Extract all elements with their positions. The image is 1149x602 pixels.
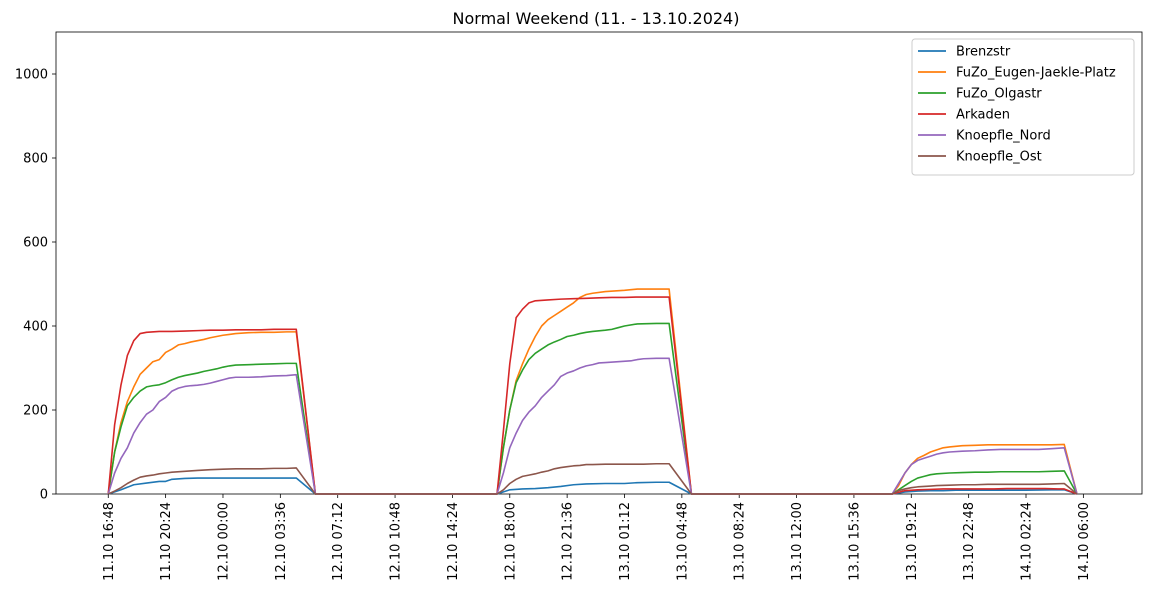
x-axis: 11.10 16:48 11.10 20:24 12.10 00:00 12.10 0… — [102, 494, 1092, 581]
legend-label: Arkaden — [956, 108, 1010, 123]
x-tick-label: 13.10 04:48 — [675, 502, 690, 581]
y-tick-label: 400 — [23, 320, 48, 335]
x-tick-label: 13.10 15:36 — [847, 502, 862, 581]
x-tick-label: 13.10 12:00 — [790, 502, 805, 581]
x-tick-label: 14.10 06:00 — [1077, 502, 1092, 581]
legend-label: Knoepfle_Ost — [956, 150, 1042, 165]
legend: Brenzstr FuZo_Eugen-Jaekle-Platz FuZo_Olga… — [911, 38, 1135, 176]
x-tick-label: 12.10 18:00 — [503, 502, 518, 581]
chart-title: Normal Weekend (11. - 13.10.2024) — [453, 9, 740, 28]
legend-label: FuZo_Eugen-Jaekle-Platz — [956, 66, 1116, 81]
x-tick-label: 12.10 07:12 — [331, 502, 346, 581]
series-line-fuzo-olgastr — [107, 322, 1078, 495]
y-axis: 0 200 400 600 800 1000 — [15, 68, 56, 503]
y-tick-label: 800 — [23, 152, 48, 167]
x-tick-label: 12.10 03:36 — [274, 502, 289, 581]
legend-label: Brenzstr — [956, 45, 1011, 60]
x-tick-label: 11.10 20:24 — [159, 502, 174, 581]
x-tick-label: 13.10 22:48 — [962, 502, 977, 581]
plot-frame — [55, 31, 1143, 495]
series-line-knoepfle-nord — [107, 357, 1078, 495]
x-tick-label: 13.10 01:12 — [618, 502, 633, 581]
x-tick-label: 12.10 21:36 — [561, 502, 576, 581]
x-tick-label: 11.10 16:48 — [102, 502, 117, 581]
y-tick-label: 1000 — [15, 68, 48, 83]
plot-area — [55, 31, 1143, 495]
x-tick-label: 12.10 14:24 — [446, 502, 461, 581]
x-tick-label: 14.10 02:24 — [1020, 502, 1035, 581]
x-tick-label: 12.10 10:48 — [389, 502, 404, 581]
series-line-arkaden — [107, 296, 1078, 495]
series-group — [107, 288, 1078, 495]
series-line-brenzstr — [108, 477, 1078, 495]
x-tick-label: 12.10 00:00 — [216, 502, 231, 581]
y-tick-label: 0 — [40, 488, 48, 503]
y-tick-label: 200 — [23, 404, 48, 419]
series-line-fuzo-eugen-jaekle-platz — [107, 288, 1078, 495]
x-tick-label: 13.10 08:24 — [733, 502, 748, 581]
legend-label: FuZo_Olgastr — [956, 87, 1042, 102]
legend-box — [911, 38, 1135, 176]
legend-label: Knoepfle_Nord — [956, 129, 1051, 144]
y-tick-label: 600 — [23, 236, 48, 251]
x-tick-label: 13.10 19:12 — [905, 502, 920, 581]
series-line-knoepfle-ost — [107, 462, 1078, 495]
